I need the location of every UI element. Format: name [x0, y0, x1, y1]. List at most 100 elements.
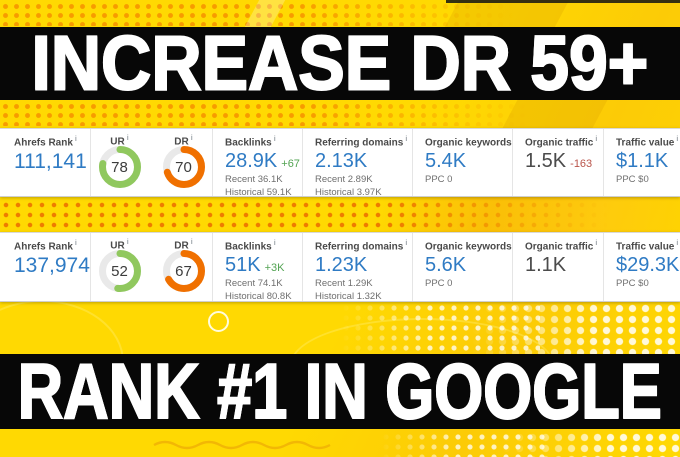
metric-label: Organic traffic i: [525, 136, 597, 148]
metric-sub-recent: Recent 74.1K: [225, 278, 283, 290]
info-icon: i: [126, 135, 129, 142]
top-banner-text: INCREASE DR 59+: [31, 20, 650, 108]
metric-label: Traffic value i: [616, 240, 678, 253]
info-icon: i: [126, 239, 129, 246]
metric-label: UR i: [95, 236, 145, 252]
info-icon: i: [405, 136, 408, 143]
metric-label-text: UR: [110, 136, 125, 148]
metric-label-text: UR: [110, 240, 125, 252]
metric-value: 137,974: [14, 254, 90, 278]
metric-value: 111,141: [14, 150, 87, 174]
metric-label-text: Referring domains: [315, 241, 404, 253]
metric-label-text: Organic traffic: [525, 241, 594, 253]
dr-score: 67: [175, 263, 192, 280]
metric-label: Referring domains i: [315, 240, 408, 253]
info-icon: i: [190, 239, 193, 246]
metric-label: Referring domains i: [315, 136, 408, 149]
metric-ahrefs-rank: Ahrefs Rank i 111,141: [0, 129, 90, 196]
metric-value-text: 1.5K: [525, 150, 567, 173]
metric-label: Traffic value i: [616, 136, 678, 148]
metric-label: DR i: [159, 236, 209, 252]
metric-value: 1.1K: [525, 254, 597, 277]
info-icon: i: [405, 240, 408, 247]
ur-donut-chart: [98, 146, 141, 188]
metric-sub-historical: Historical 80.8K: [225, 291, 292, 301]
info-icon: i: [676, 136, 679, 143]
metric-traffic-value: Traffic value i $29.3K PPC $0: [603, 233, 680, 301]
metric-value: 1.5K -163: [525, 150, 597, 173]
gradient-band-decoration: [0, 197, 680, 232]
ur-score: 52: [111, 263, 128, 280]
metric-label-text: DR: [174, 240, 189, 252]
metric-sub-recent: Recent 36.1K: [225, 174, 283, 186]
metric-value: 51K +3K: [225, 254, 296, 277]
info-icon: i: [74, 240, 77, 247]
metric-sub-ppc: PPC $0: [616, 174, 649, 186]
wavy-line-decoration: [153, 440, 331, 450]
metric-organic-keywords: Organic keywordsi 5.4K PPC 0: [412, 129, 512, 196]
ahrefs-overview-row-1: Ahrefs Rank i 111,141 UR i 78 DR i 70: [0, 128, 680, 197]
dr-score: 70: [175, 159, 192, 176]
metric-label: Organic traffic i: [525, 240, 597, 252]
bottom-banner: RANK #1 IN GOOGLE: [0, 347, 680, 436]
delta-badge: -163: [570, 158, 593, 171]
metric-value: $29.3K: [616, 254, 680, 277]
metric-label-text: Ahrefs Rank: [14, 137, 73, 149]
top-banner: INCREASE DR 59+: [0, 20, 680, 107]
metric-label: Backlinks i: [225, 136, 296, 148]
info-icon: i: [595, 240, 598, 247]
metric-value: 5.4K: [425, 150, 467, 173]
metric-value: 2.13K: [315, 150, 368, 173]
metric-value-text: 51K: [225, 254, 261, 277]
delta-badge: +67: [281, 158, 300, 171]
metric-label: Backlinks i: [225, 240, 296, 252]
metric-backlinks: Backlinks i 51K +3K Recent 74.1K Historica…: [212, 233, 302, 301]
dr-donut: DR i 67: [159, 236, 209, 301]
metric-backlinks: Backlinks i 28.9K +67 Recent 36.1K Histori…: [212, 129, 302, 196]
ur-donut-chart: [98, 250, 141, 292]
metric-label: Ahrefs Rank i: [14, 136, 84, 148]
metric-value: $1.1K: [616, 150, 669, 173]
metric-sub-historical: Historical 1.32K: [315, 291, 382, 301]
rating-donuts: UR i 78 DR i 70: [90, 129, 212, 196]
metric-label-text: Backlinks: [225, 241, 272, 253]
dr-donut-chart: [162, 250, 205, 292]
metric-sub-ppc: PPC 0: [425, 174, 453, 186]
metric-label-text: Organic traffic: [525, 137, 594, 149]
rating-donuts: UR i 52 DR i 67: [90, 233, 212, 301]
metric-traffic-value: Traffic value i $1.1K PPC $0: [603, 129, 680, 196]
info-icon: i: [595, 136, 598, 143]
metric-label-text: Referring domains: [315, 137, 404, 149]
halftone-dots-decoration: [0, 200, 660, 230]
metric-sub-historical: Historical 3.97K: [315, 187, 382, 196]
metric-label-text: Organic keywords: [425, 241, 512, 253]
metric-label: Organic keywordsi: [425, 136, 512, 148]
circle-outline-decoration: [208, 311, 229, 332]
ur-donut: UR i 78: [95, 132, 145, 196]
info-icon: i: [190, 135, 193, 142]
info-icon: i: [273, 240, 276, 247]
metric-referring-domains: Referring domains i 1.23K Recent 1.29K Hi…: [302, 233, 412, 301]
delta-badge: +3K: [264, 262, 285, 275]
info-icon: i: [74, 136, 77, 143]
metric-label-text: Traffic value: [616, 241, 675, 253]
bottom-banner-text: RANK #1 IN GOOGLE: [17, 347, 663, 436]
ur-score: 78: [111, 159, 128, 176]
metric-value: 28.9K +67: [225, 150, 300, 173]
dr-donut: DR i 70: [159, 132, 209, 196]
metric-label-text: Backlinks: [225, 137, 272, 149]
info-icon: i: [273, 136, 276, 143]
metric-label-text: Organic keywords: [425, 137, 512, 149]
metric-ahrefs-rank: Ahrefs Rank i 137,974: [0, 233, 90, 301]
metric-sub-historical: Historical 59.1K: [225, 187, 292, 196]
metric-label: DR i: [159, 132, 209, 147]
metric-sub-recent: Recent 2.89K: [315, 174, 373, 186]
ur-donut: UR i 52: [95, 236, 145, 301]
metric-value: 5.6K: [425, 254, 467, 277]
metric-organic-traffic: Organic traffic i 1.1K: [512, 233, 603, 301]
metric-referring-domains: Referring domains i 2.13K Recent 2.89K Hi…: [302, 129, 412, 196]
info-icon: i: [676, 240, 679, 247]
ahrefs-overview-row-2: Ahrefs Rank i 137,974 UR i 52 DR i 67: [0, 232, 680, 302]
metric-value-text: 1.1K: [525, 254, 567, 277]
